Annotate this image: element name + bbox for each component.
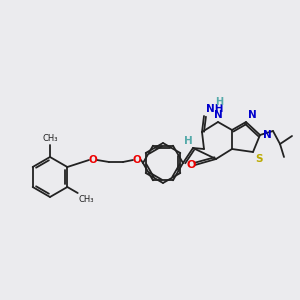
Text: CH₃: CH₃ bbox=[79, 195, 94, 204]
Text: N: N bbox=[214, 110, 222, 120]
Text: O: O bbox=[186, 160, 196, 170]
Text: O: O bbox=[88, 155, 98, 165]
Text: NH: NH bbox=[206, 104, 224, 114]
Text: N: N bbox=[248, 110, 257, 120]
Text: N: N bbox=[263, 130, 272, 140]
Text: S: S bbox=[255, 154, 262, 164]
Text: H: H bbox=[184, 136, 192, 146]
Text: CH₃: CH₃ bbox=[42, 134, 58, 143]
Text: H: H bbox=[215, 97, 223, 107]
Text: O: O bbox=[133, 155, 141, 165]
